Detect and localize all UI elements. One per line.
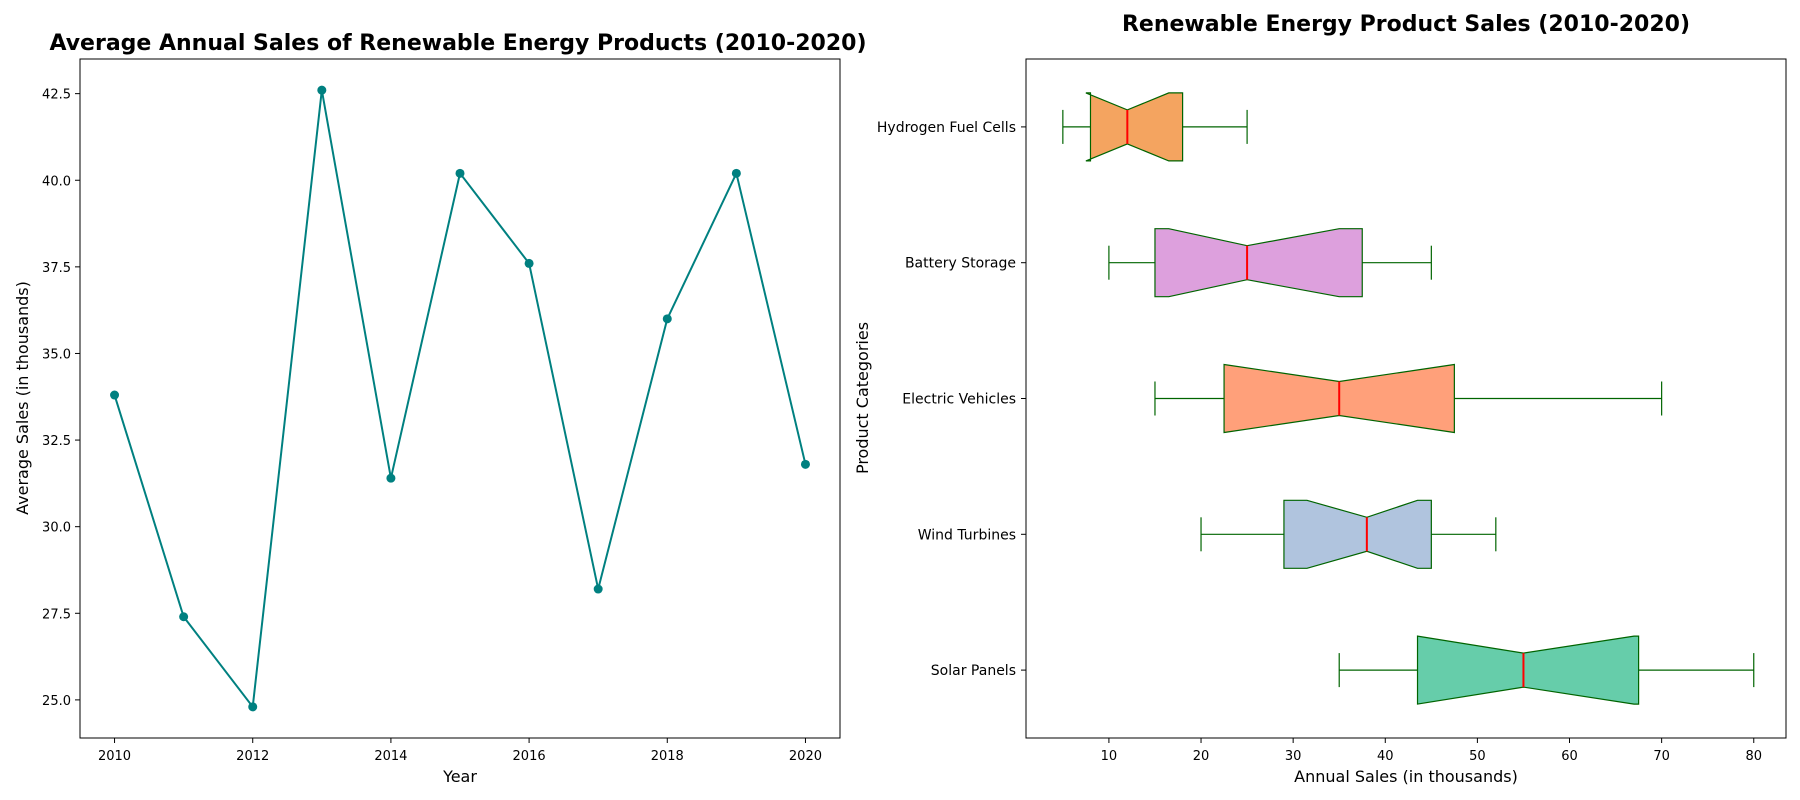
box-chart-title: Renewable Energy Product Sales (2010-202…: [1122, 12, 1690, 37]
line-point: [800, 459, 810, 469]
line-chart-y-tick-label: 37.5: [42, 261, 71, 276]
line-chart-y-label: Average Sales (in thousands): [13, 281, 32, 515]
box-hydrogen-fuel-cells: [1062, 92, 1248, 162]
line-point: [110, 390, 120, 400]
box-chart: Renewable Energy Product Sales (2010-202…: [853, 12, 1787, 786]
box-body: [1416, 635, 1640, 705]
box-chart-category-label: Hydrogen Fuel Cells: [877, 120, 1016, 136]
line-point: [248, 702, 258, 712]
line-chart-x-tick-label: 2010: [98, 749, 131, 764]
box-chart-category-label: Electric Vehicles: [902, 392, 1016, 408]
line-chart-y-tick-label: 42.5: [42, 88, 71, 103]
box-body: [1085, 92, 1184, 162]
box-chart-x-tick-label: 80: [1745, 749, 1762, 764]
line-series: [113, 90, 807, 710]
line-chart-x-ticks: 2010 2012 2014 2016 2018 2020: [98, 738, 822, 764]
line-chart-x-tick-label: 2020: [789, 749, 822, 764]
line-chart-x-label: Year: [442, 767, 477, 786]
line-chart-y-tick-label: 32.5: [42, 434, 71, 449]
box-solar-panels: [1338, 635, 1755, 705]
box-chart-category-label: Solar Panels: [931, 663, 1016, 679]
box-chart-x-label: Annual Sales (in thousands): [1294, 767, 1518, 786]
line-chart-x-tick-label: 2014: [374, 749, 407, 764]
line-chart-y-ticks: 25.0 27.5 30.0 32.5 35.0 37.5 40.0 42.5: [42, 88, 80, 709]
line-chart-plot-area: [79, 58, 841, 739]
line-chart-y-tick-label: 35.0: [42, 347, 71, 362]
box-body: [1154, 228, 1363, 298]
box-chart-x-ticks: 10 20 30 40 50 60 70 80: [1101, 738, 1762, 764]
line-point: [662, 314, 672, 324]
box-wind-turbines: [1200, 499, 1497, 569]
box-chart-boxes: [1062, 92, 1755, 705]
line-chart-y-tick-label: 27.5: [42, 607, 71, 622]
box-chart-x-tick-label: 40: [1377, 749, 1394, 764]
line-chart-x-tick-label: 2012: [236, 749, 269, 764]
box-chart-y-label: Product Categories: [853, 322, 872, 474]
box-body: [1283, 499, 1432, 569]
box-chart-y-ticks: Hydrogen Fuel Cells Battery Storage Electr…: [877, 120, 1026, 679]
line-point: [179, 612, 189, 622]
line-chart: Average Annual Sales of Renewable Energy…: [13, 31, 867, 786]
line-chart-x-tick-label: 2016: [513, 749, 546, 764]
box-chart-x-tick-label: 20: [1193, 749, 1210, 764]
line-chart-title: Average Annual Sales of Renewable Energy…: [49, 31, 866, 56]
line-chart-points: [110, 85, 810, 712]
box-electric-vehicles: [1154, 363, 1663, 434]
line-point: [524, 258, 534, 268]
line-point: [455, 168, 465, 178]
line-chart-y-tick-label: 40.0: [42, 174, 71, 189]
line-point: [386, 473, 396, 483]
box-chart-x-tick-label: 50: [1469, 749, 1486, 764]
line-chart-y-tick-label: 30.0: [42, 521, 71, 536]
box-chart-x-tick-label: 70: [1653, 749, 1670, 764]
line-chart-x-tick-label: 2018: [651, 749, 684, 764]
box-chart-category-label: Wind Turbines: [918, 527, 1016, 543]
box-battery-storage: [1108, 228, 1432, 298]
line-point: [593, 584, 603, 594]
box-chart-x-tick-label: 60: [1561, 749, 1578, 764]
line-chart-y-tick-label: 25.0: [42, 694, 71, 709]
box-chart-x-tick-label: 10: [1101, 749, 1118, 764]
box-chart-x-tick-label: 30: [1285, 749, 1302, 764]
line-point: [317, 85, 327, 95]
box-chart-category-label: Battery Storage: [905, 256, 1016, 272]
line-point: [731, 168, 741, 178]
